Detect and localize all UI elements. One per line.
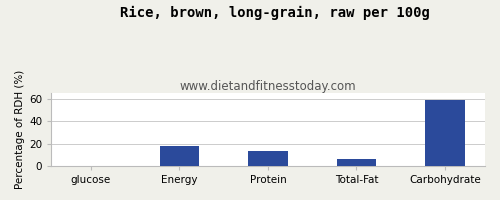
Bar (248, 151, 288, 166)
Bar (160, 146, 200, 166)
Title: www.dietandfitnesstoday.com: www.dietandfitnesstoday.com (180, 80, 356, 93)
Bar (425, 100, 465, 166)
Text: Rice, brown, long-grain, raw per 100g: Rice, brown, long-grain, raw per 100g (120, 6, 430, 20)
Y-axis label: Percentage of RDH (%): Percentage of RDH (%) (15, 70, 25, 189)
Bar (336, 159, 376, 166)
